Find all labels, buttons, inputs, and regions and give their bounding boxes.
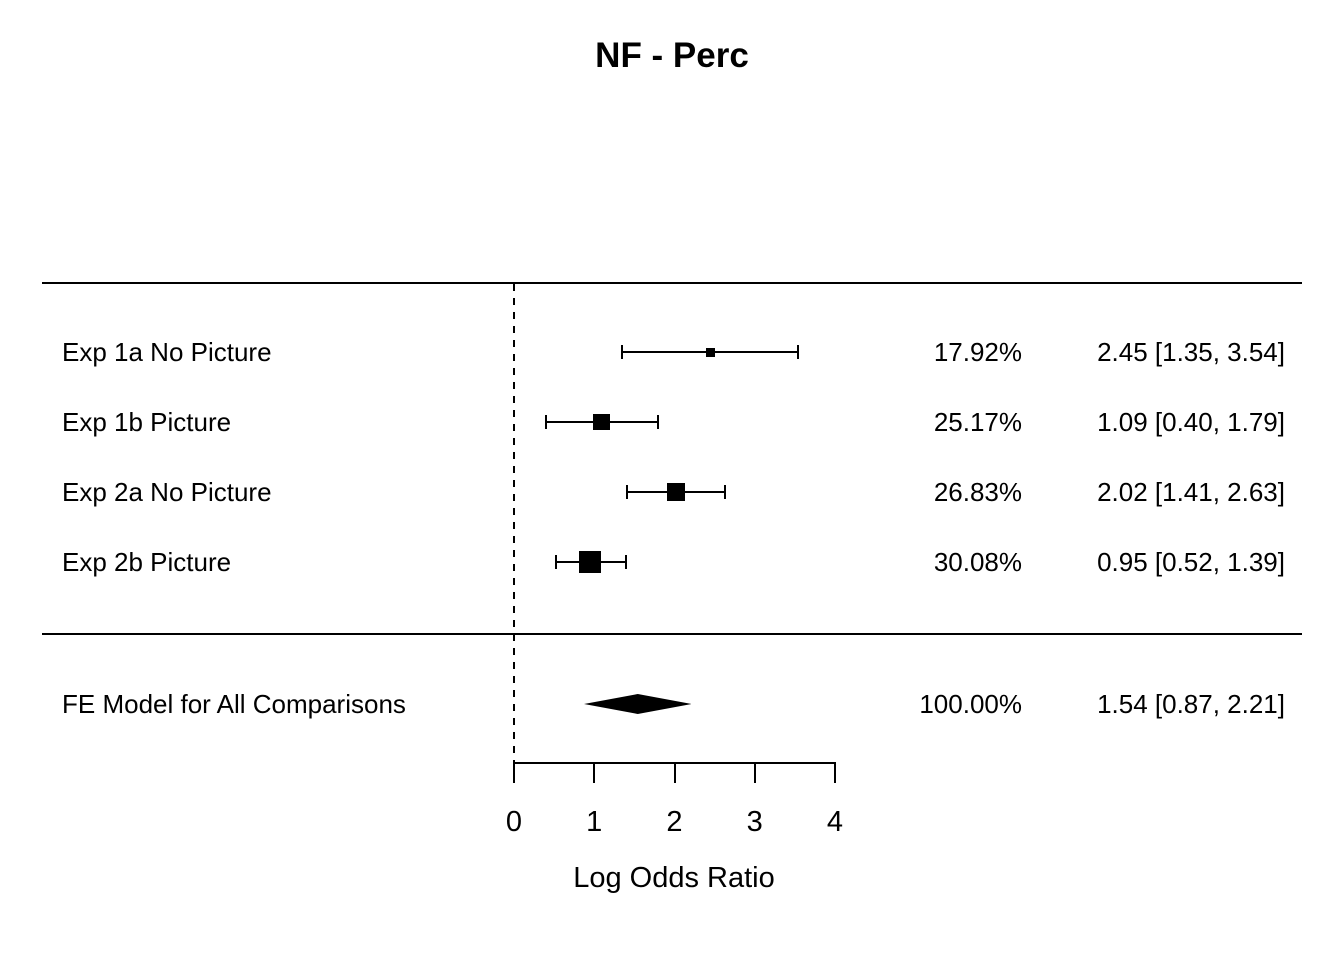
- point-estimate-square: [579, 551, 602, 573]
- x-axis-tick-label: 3: [746, 806, 763, 838]
- x-axis-tick-label: 2: [666, 806, 683, 838]
- summary-diamond: [583, 694, 692, 714]
- ci-whisker-cap: [656, 415, 659, 429]
- ci-whisker-cap: [621, 345, 624, 359]
- ci-whisker-cap: [797, 345, 800, 359]
- bottom-separator-line: [42, 633, 1302, 635]
- x-axis-tick-label: 1: [586, 806, 603, 838]
- summary-estimate-ci-text: 1.54 [0.87, 2.21]: [1097, 689, 1285, 719]
- estimate-ci-text: 1.09 [0.40, 1.79]: [1097, 407, 1285, 437]
- weight-value: 26.83%: [933, 477, 1022, 507]
- study-label: Exp 2b Picture: [62, 547, 232, 577]
- estimate-ci-text: 2.02 [1.41, 2.63]: [1097, 477, 1285, 507]
- x-axis-tick: [673, 763, 676, 783]
- summary-label: FE Model for All Comparisons: [62, 689, 406, 719]
- x-axis-tick: [753, 763, 756, 783]
- x-axis-tick-label: 4: [826, 806, 844, 838]
- study-label: Exp 1a No Picture: [62, 337, 272, 367]
- weight-value: 17.92%: [933, 337, 1022, 367]
- point-estimate-square: [593, 413, 610, 431]
- weight-value: 30.08%: [933, 547, 1022, 577]
- chart-title: NF - Perc: [595, 36, 749, 75]
- x-axis-tick-label: 0: [505, 806, 523, 838]
- ci-whisker-cap: [554, 555, 557, 569]
- top-separator-line: [42, 282, 1302, 284]
- reference-line: [513, 284, 515, 763]
- estimate-ci-text: 0.95 [0.52, 1.39]: [1097, 547, 1285, 577]
- ci-whisker-cap: [626, 485, 629, 499]
- x-axis-tick: [513, 763, 515, 783]
- ci-whisker-cap: [624, 555, 627, 569]
- study-label: Exp 2a No Picture: [62, 477, 272, 507]
- ci-whisker-cap: [724, 485, 727, 499]
- x-axis-tick: [834, 763, 836, 783]
- point-estimate-square: [706, 347, 716, 357]
- estimate-ci-text: 2.45 [1.35, 3.54]: [1097, 337, 1285, 367]
- x-axis-tick: [593, 763, 596, 783]
- point-estimate-square: [666, 482, 686, 502]
- ci-whisker-cap: [545, 415, 548, 429]
- study-label: Exp 1b Picture: [62, 407, 232, 437]
- summary-weight-value: 100.00%: [919, 689, 1022, 719]
- weight-value: 25.17%: [933, 407, 1022, 437]
- x-axis-title: Log Odds Ratio: [573, 862, 775, 894]
